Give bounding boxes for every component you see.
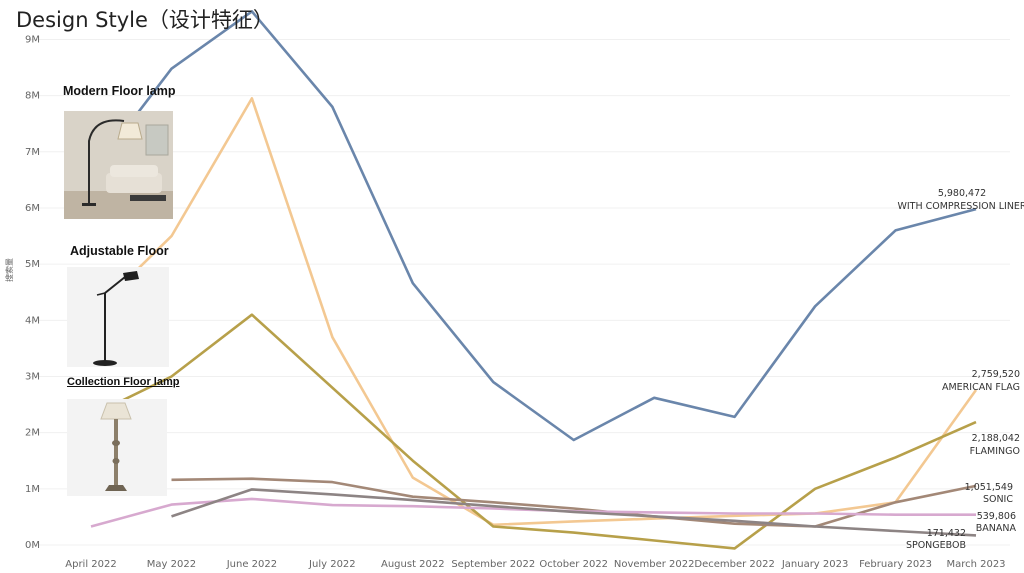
y-tick-label: 3M — [25, 371, 40, 382]
gridlines — [30, 38, 1010, 546]
series-end-value: 2,759,520 — [972, 369, 1020, 380]
series-lines — [89, 10, 978, 550]
x-tick-label: March 2023 — [946, 559, 1005, 570]
x-axis-ticks: April 2022 May 2022 June 2022 July 2022 Augu… — [65, 559, 1005, 570]
series-line — [171, 477, 977, 528]
series-end-labels: 5,980,472 WITH COMPRESSION LINER 2,759,520… — [897, 188, 1024, 551]
y-tick-label: 1M — [25, 484, 40, 495]
series-line — [171, 488, 977, 537]
y-tick-label: 6M — [25, 203, 40, 214]
adjustable-floor-lamp-photo — [67, 267, 169, 367]
x-tick-label: February 2023 — [859, 559, 932, 570]
x-tick-label: June 2022 — [226, 559, 277, 570]
series-end-name: FLAMINGO — [970, 446, 1020, 457]
collection-floor-lamp-photo — [67, 399, 167, 496]
series-line — [90, 313, 977, 550]
x-tick-label: April 2022 — [65, 559, 116, 570]
product-modern-floor-lamp: Modern Floor lamp — [63, 84, 176, 98]
y-tick-label: 5M — [25, 259, 40, 270]
x-tick-label: May 2022 — [147, 559, 196, 570]
product-title: Adjustable Floor — [70, 244, 169, 258]
product-adjustable-floor-lamp: Adjustable Floor — [70, 244, 169, 258]
y-tick-label: 7M — [25, 147, 40, 158]
x-tick-label: November 2022 — [614, 559, 695, 570]
x-tick-label: July 2022 — [308, 559, 356, 570]
product-title: Collection Floor lamp — [67, 376, 180, 388]
series-end-name: SONIC — [983, 494, 1013, 505]
y-tick-label: 2M — [25, 428, 40, 439]
series-end-name: SPONGEBOB — [906, 540, 966, 551]
page-title: Design Style（设计特征） — [16, 8, 274, 32]
series-end-name: AMERICAN FLAG — [942, 382, 1020, 393]
x-tick-label: October 2022 — [539, 559, 608, 570]
x-tick-label: January 2023 — [781, 559, 849, 570]
y-tick-label: 4M — [25, 315, 40, 326]
series-line — [89, 10, 977, 442]
modern-floor-lamp-photo — [64, 111, 173, 219]
series-end-value: 2,188,042 — [972, 433, 1020, 444]
x-tick-label: September 2022 — [451, 559, 535, 570]
y-tick-label: 8M — [25, 91, 40, 102]
product-collection-floor-lamp: Collection Floor lamp — [67, 376, 179, 388]
series-end-name: BANANA — [976, 523, 1017, 534]
y-axis-label: 搜索量 — [4, 258, 14, 282]
series-end-value: 5,980,472 — [938, 188, 986, 199]
product-title: Modern Floor lamp — [63, 84, 176, 98]
y-axis-ticks: 0M 1M 2M 3M 4M 5M 6M 7M 8M 9M — [25, 34, 40, 551]
y-tick-label: 9M — [25, 34, 40, 45]
x-tick-label: December 2022 — [694, 559, 774, 570]
series-end-value: 539,806 — [977, 511, 1016, 522]
x-tick-label: August 2022 — [381, 559, 445, 570]
series-end-value: 1,051,549 — [965, 482, 1013, 493]
y-tick-label: 0M — [25, 540, 40, 551]
series-end-name: WITH COMPRESSION LINER — [897, 201, 1024, 212]
series-line — [90, 97, 978, 527]
series-end-value: 171,432 — [927, 528, 966, 539]
